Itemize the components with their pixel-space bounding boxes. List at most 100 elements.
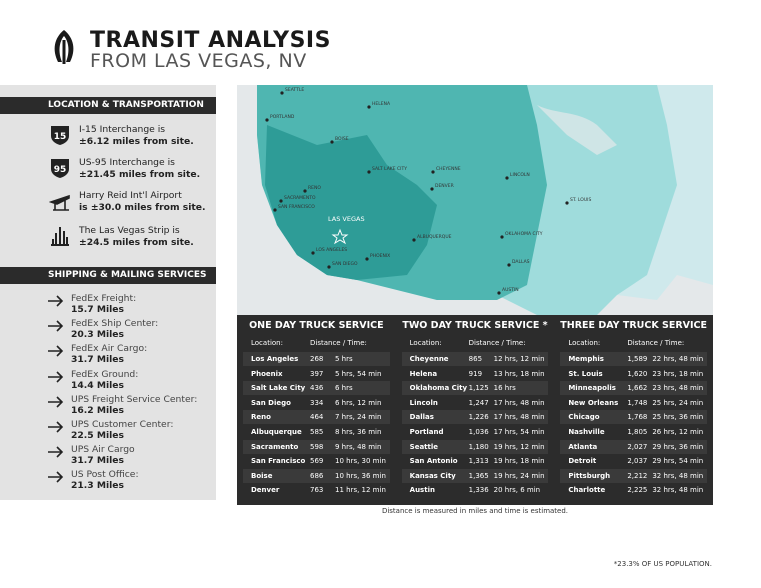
- row-band: [243, 352, 390, 366]
- distance: 569: [310, 457, 324, 466]
- location-text: ±21.45 miles from site.: [79, 169, 201, 180]
- map-graphic: SEATTLE PORTLAND HELENA BOISE RENO SACRAMENTO…: [237, 85, 713, 315]
- location: Austin: [409, 486, 435, 495]
- sidebar: [0, 85, 216, 500]
- table-note: Distance is measured in miles and time i…: [381, 507, 569, 515]
- row-band: [401, 381, 549, 396]
- service-name: FedEx Air Cargo:: [71, 343, 148, 355]
- city-label: DALLAS: [512, 259, 530, 265]
- icon: [48, 295, 64, 307]
- location: Helena: [409, 369, 438, 378]
- distance: 2,027: [627, 442, 648, 451]
- row-band: [243, 410, 390, 425]
- city-label: DENVER: [435, 183, 454, 189]
- city-marker: [331, 228, 349, 245]
- location: Lincoln: [409, 398, 438, 407]
- time: 25 hrs, 24 min: [652, 398, 704, 407]
- distance: 1,336: [468, 486, 489, 495]
- row-band: [560, 468, 707, 483]
- service-distance: 15.7 Miles: [71, 304, 125, 315]
- location-text: Harry Reid Int'l Airport: [79, 190, 182, 201]
- population-note: *23.3% OF US POPULATION.: [613, 560, 712, 568]
- service-distance: 31.7 Miles: [71, 354, 125, 366]
- city-marker: [430, 187, 434, 191]
- distance: 397: [310, 369, 324, 378]
- city-label: SAN DIEGO: [332, 261, 358, 267]
- location: San Antonio: [409, 457, 458, 466]
- map: SEATTLE PORTLAND HELENA BOISE RENO SACRAMENTO…: [237, 85, 713, 315]
- city-marker: [565, 201, 569, 205]
- time: 26 hrs, 12 min: [652, 428, 704, 436]
- location: Boise: [251, 471, 273, 480]
- city-marker: [273, 208, 277, 212]
- distance: 865: [468, 355, 483, 363]
- time: 17 hrs, 48 min: [493, 413, 545, 422]
- time: 19 hrs, 12 min: [493, 442, 545, 451]
- city-label: BOISE: [335, 136, 349, 142]
- city-label: SEATTLE: [285, 87, 304, 93]
- time: 16 hrs: [493, 384, 516, 393]
- location: Denver: [251, 486, 280, 495]
- service-name: UPS Customer Center:: [71, 419, 174, 430]
- distance: 1,365: [468, 471, 489, 480]
- time: 11 hrs, 12 min: [335, 486, 386, 495]
- city-label: ALBUQUERQUE: [417, 234, 452, 240]
- location: New Orleans: [568, 398, 619, 407]
- time: 32 hrs, 48 min: [652, 486, 704, 495]
- row-band: [401, 410, 549, 425]
- city-label: PORTLAND: [270, 114, 295, 120]
- column-title: THREE DAY TRUCK SERVICE: [560, 320, 707, 331]
- icon: 95: [51, 159, 69, 178]
- section-header: SHIPPING & MAILING SERVICES: [0, 267, 216, 284]
- row-band: [401, 352, 549, 366]
- time: 5 hrs, 54 min: [335, 369, 382, 378]
- city-label: AUSTIN: [502, 287, 519, 293]
- location-text: I-15 Interchange is: [79, 124, 166, 135]
- column-head: Location:: [409, 339, 442, 347]
- city-label: OKLAHOMA CITY: [505, 231, 543, 237]
- city-marker: [330, 140, 334, 144]
- distance: 1,180: [468, 442, 489, 451]
- time: 7 hrs, 24 min: [335, 413, 382, 422]
- city-label: HELENA: [372, 101, 391, 107]
- icon: 15: [51, 126, 69, 145]
- city-label: LOS ANGELES: [316, 247, 347, 253]
- service-name: FedEx Ground:: [71, 368, 139, 380]
- time: 23 hrs, 18 min: [652, 369, 704, 378]
- location: Albuquerque: [251, 428, 302, 436]
- distance: 1,125: [468, 384, 489, 393]
- location: Phoenix: [251, 369, 283, 378]
- city-marker: [365, 257, 369, 261]
- distance: 919: [468, 369, 483, 378]
- time: 6 hrs: [335, 384, 353, 393]
- badge: 95: [54, 165, 67, 175]
- time: 10 hrs, 30 min: [335, 457, 386, 466]
- distance: 1,620: [627, 369, 648, 378]
- time: 19 hrs, 24 min: [493, 471, 545, 480]
- city-marker: [505, 176, 509, 180]
- location: San Francisco: [251, 457, 306, 466]
- service-distance: 21.3 Miles: [71, 480, 125, 492]
- icon: [48, 471, 64, 483]
- location: Atlanta: [568, 442, 598, 451]
- row-band: [401, 468, 549, 483]
- service-name: UPS Air Cargo: [71, 444, 135, 456]
- title: TRANSIT ANALYSIS: [90, 28, 331, 53]
- location: Charlotte: [568, 486, 606, 495]
- location: Salt Lake City: [251, 384, 306, 393]
- column-head: Distance / Time:: [310, 339, 367, 347]
- distance: 585: [310, 428, 324, 436]
- subtitle: FROM LAS VEGAS, NV: [90, 50, 307, 72]
- section-header: LOCATION & TRANSPORTATION: [0, 97, 216, 114]
- distance: 436: [310, 384, 324, 393]
- distance: 598: [310, 442, 324, 451]
- time: 12 hrs, 12 min: [493, 355, 545, 363]
- location: Los Angeles: [251, 355, 299, 363]
- distance: 2,037: [627, 457, 648, 466]
- distance: 334: [310, 398, 324, 407]
- city-marker: [367, 105, 371, 109]
- location: Detroit: [568, 457, 597, 466]
- distance: 1,226: [468, 413, 489, 422]
- row-band: [243, 381, 390, 396]
- row-band: [560, 410, 707, 425]
